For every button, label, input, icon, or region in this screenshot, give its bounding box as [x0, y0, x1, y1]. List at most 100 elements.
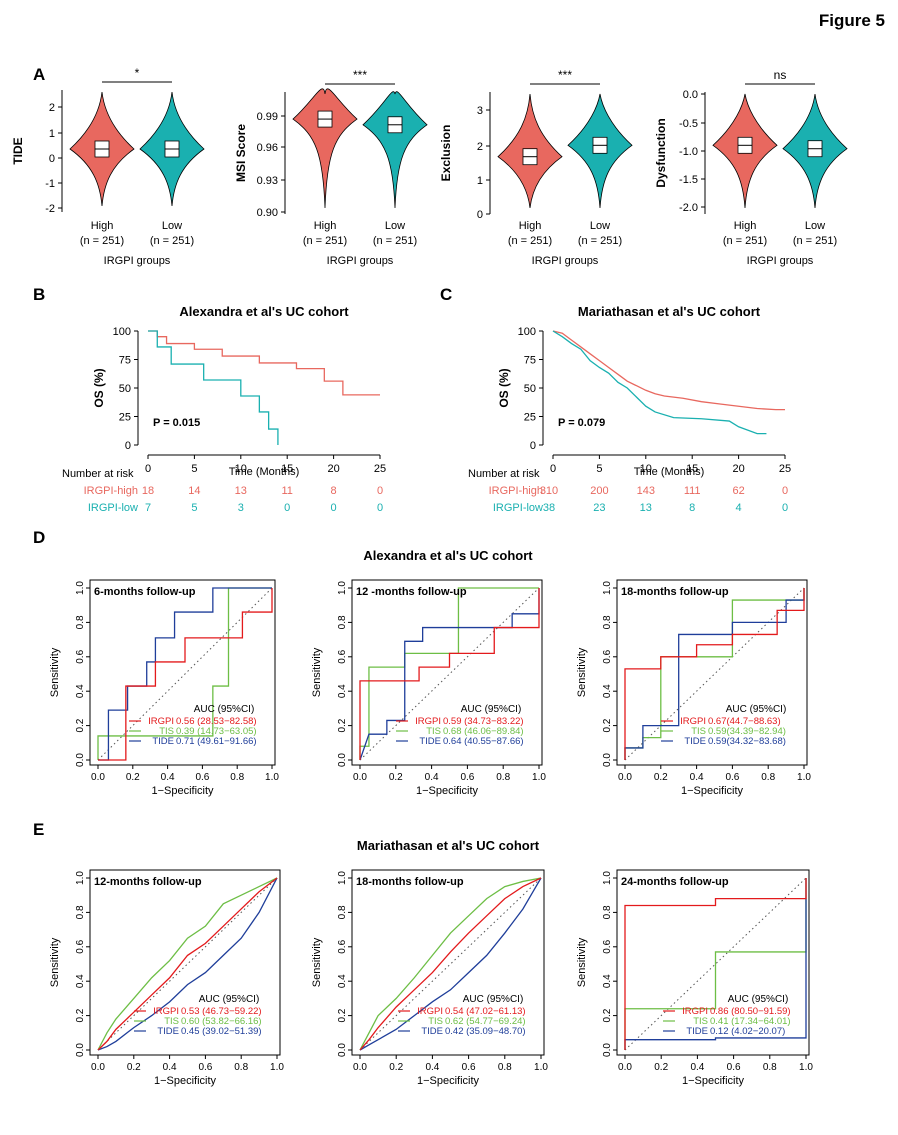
- significance-label: ***: [558, 68, 572, 82]
- group-label: High: [519, 220, 542, 232]
- roc-x-tick-label: 0.0: [353, 772, 367, 783]
- roc-frame: [351, 869, 545, 1056]
- legend-model: IRGPI: [415, 716, 441, 727]
- risk-value: 8: [689, 502, 695, 514]
- km-y-tick-label: 0: [530, 440, 536, 452]
- roc-y-tick-label: 0.6: [337, 649, 348, 663]
- roc-curve-irgpi: [359, 877, 542, 1051]
- y-tick-label: 2: [49, 102, 55, 114]
- km-y-axis-label: OS (%): [497, 368, 511, 407]
- km-x-tick-label: 15: [686, 463, 698, 475]
- group-n-label: (n = 251): [373, 235, 417, 247]
- risk-row-label: IRGPI-low: [88, 502, 138, 514]
- roc-y-tick-label: 1.0: [337, 871, 348, 885]
- significance-label: ns: [774, 68, 787, 82]
- roc-y-axis-label: Sensitivity: [576, 647, 588, 697]
- km-x-tick-label: 25: [779, 463, 791, 475]
- roc-x-axis-label: 1−Specificity: [151, 785, 214, 797]
- roc-title: 24-months follow-up: [621, 876, 729, 888]
- legend-model: TIDE: [157, 1026, 179, 1037]
- legend-auc: 0.59 (34.73−83.22): [443, 716, 524, 727]
- x-axis-label: IRGPI groups: [532, 255, 599, 267]
- roc-x-tick-label: 1.0: [799, 1062, 813, 1073]
- legend-auc: 0.41 (17.34−64.01): [710, 1016, 791, 1027]
- y-tick-label: 0.0: [683, 89, 698, 101]
- significance-label: *: [135, 66, 140, 80]
- roc-curve-tis: [97, 877, 278, 1051]
- legend-model: TIDE: [419, 736, 441, 747]
- legend-auc: 0.59(34.32−83.68): [708, 736, 786, 747]
- roc-title: 12-months follow-up: [94, 876, 202, 888]
- roc-y-tick-label: 0.0: [337, 753, 348, 767]
- roc-y-tick-label: 0.0: [75, 1043, 86, 1057]
- risk-value: 11: [281, 485, 292, 497]
- km-curve-high: [148, 330, 380, 396]
- roc-y-axis-label: Sensitivity: [311, 937, 323, 987]
- roc-x-tick-label: 0.0: [353, 1062, 367, 1073]
- legend-model: TIDE: [421, 1026, 443, 1037]
- y-axis-label: Dysfunction: [654, 118, 668, 187]
- km-x-tick-label: 10: [235, 463, 247, 475]
- risk-value: 0: [331, 502, 337, 514]
- group-label: High: [91, 220, 114, 232]
- roc-curve-tide: [98, 587, 272, 761]
- risk-value: 143: [637, 485, 655, 497]
- legend-model: IRGPI: [148, 716, 174, 727]
- km-x-tick-label: 0: [550, 463, 556, 475]
- auc-legend-title: AUC (95%CI): [726, 704, 787, 715]
- auc-legend-title: AUC (95%CI): [461, 704, 522, 715]
- y-axis-label: Exclusion: [439, 125, 453, 182]
- legend-auc: 0.56 (28.53−82.58): [176, 716, 257, 727]
- roc-y-tick-label: 0.8: [337, 615, 348, 629]
- legend-model: IRGPI: [682, 1006, 708, 1017]
- risk-value: 23: [593, 502, 605, 514]
- figure-title: Figure 5: [819, 11, 885, 30]
- y-tick-label: -0.5: [679, 118, 698, 130]
- y-tick-label: 0.99: [257, 111, 278, 123]
- panel-letter-d: D: [33, 528, 45, 547]
- legend-model: TIS: [428, 1016, 443, 1027]
- roc-frame: [89, 579, 276, 766]
- roc-x-tick-label: 0.8: [763, 1062, 777, 1073]
- risk-value: 13: [235, 485, 247, 497]
- legend-model: TIS: [426, 726, 441, 737]
- risk-table-title: Number at risk: [468, 468, 540, 480]
- km-x-tick-label: 5: [596, 463, 602, 475]
- roc-x-tick-label: 0.2: [654, 772, 668, 783]
- roc-x-tick-label: 0.2: [126, 772, 140, 783]
- roc-curve-tis: [359, 877, 542, 1051]
- group-label: Low: [162, 220, 182, 232]
- y-tick-label: 2: [477, 141, 483, 153]
- risk-value: 5: [191, 502, 197, 514]
- roc-frame: [351, 579, 543, 766]
- km-x-axis-label: Time (Months): [634, 466, 705, 478]
- roc-curve-tide: [359, 877, 542, 1051]
- group-label: Low: [385, 220, 405, 232]
- y-tick-label: 0: [49, 153, 55, 165]
- legend-auc: 0.45 (39.02−51.39): [181, 1026, 262, 1037]
- legend-model: TIDE: [152, 736, 174, 747]
- roc-x-axis-label: 1−Specificity: [417, 1075, 480, 1087]
- risk-value: 0: [782, 502, 788, 514]
- roc-y-tick-label: 0.8: [75, 905, 86, 919]
- roc-y-tick-label: 0.6: [602, 939, 613, 953]
- legend-auc: 0.42 (35.09−48.70): [445, 1026, 526, 1037]
- legend-model: TIS: [691, 726, 706, 737]
- roc-x-tick-label: 0.4: [425, 1062, 439, 1073]
- km-x-tick-label: 10: [640, 463, 652, 475]
- y-tick-label: 0.90: [257, 207, 278, 219]
- roc-title: 18-months follow-up: [621, 586, 729, 598]
- risk-value: 18: [142, 485, 154, 497]
- y-tick-label: 1: [477, 175, 483, 187]
- roc-y-tick-label: 0.2: [75, 1008, 86, 1022]
- legend-auc: 0.64 (40.55−87.66): [443, 736, 524, 747]
- violin-low: [362, 91, 428, 209]
- roc-y-tick-label: 0.0: [602, 753, 613, 767]
- roc-y-tick-label: 0.0: [602, 1043, 613, 1057]
- roc-x-axis-label: 1−Specificity: [154, 1075, 217, 1087]
- auc-legend-title: AUC (95%CI): [463, 994, 524, 1005]
- roc-y-tick-label: 0.6: [75, 649, 86, 663]
- y-tick-label: -1: [45, 178, 55, 190]
- risk-value: 0: [284, 502, 290, 514]
- km-x-tick-label: 20: [732, 463, 744, 475]
